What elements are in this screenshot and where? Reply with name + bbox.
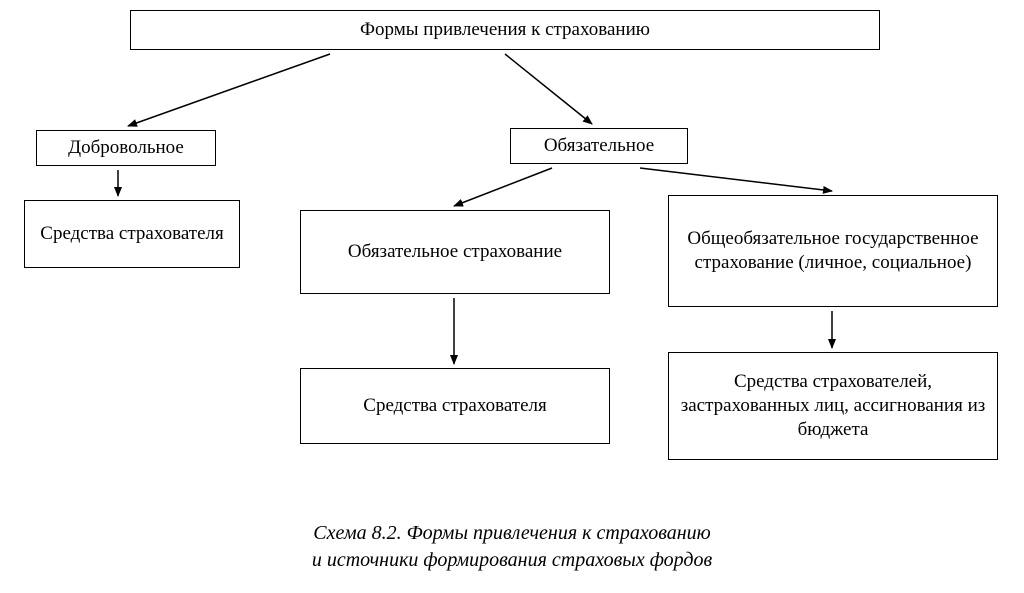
node-mandatory: Обязательное <box>510 128 688 164</box>
diagram-caption: Схема 8.2. Формы привлечения к страхован… <box>0 520 1024 574</box>
node-state-ins: Общеобязательное государственное страхов… <box>668 195 998 307</box>
caption-line-1: Схема 8.2. Формы привлечения к страхован… <box>0 520 1024 547</box>
caption-line-2: и источники формирования страховых фордо… <box>0 547 1024 574</box>
node-label: Средства страхователя <box>40 222 223 246</box>
node-state-funds: Средства страхователей, застрахованных л… <box>668 352 998 460</box>
node-label: Добровольное <box>68 136 184 160</box>
node-label: Обязательное <box>544 134 654 158</box>
node-label: Средства страхователей, застрахованных л… <box>679 370 987 441</box>
node-vol-funds: Средства страхователя <box>24 200 240 268</box>
node-label: Средства страхователя <box>363 394 546 418</box>
node-label: Обязательное страхование <box>348 240 562 264</box>
node-voluntary: Добровольное <box>36 130 216 166</box>
node-mand-ins: Обязательное страхование <box>300 210 610 294</box>
edge-root-mandatory <box>505 54 592 124</box>
node-label: Общеобязательное государственное страхов… <box>679 227 987 275</box>
edge-mandatory-mand_ins <box>454 168 552 206</box>
edge-root-voluntary <box>128 54 330 126</box>
node-mand-funds: Средства страхователя <box>300 368 610 444</box>
node-label: Формы привлечения к страхованию <box>360 18 650 42</box>
edge-mandatory-state_ins <box>640 168 832 191</box>
node-root: Формы привлечения к страхованию <box>130 10 880 50</box>
